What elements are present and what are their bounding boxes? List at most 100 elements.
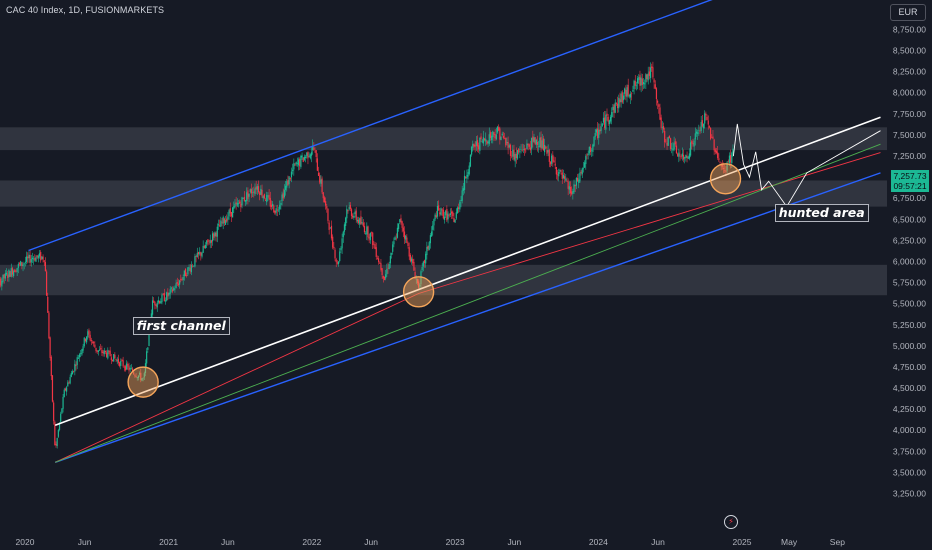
- candle-body: [642, 82, 645, 85]
- candle-body: [25, 256, 28, 262]
- candle-body: [640, 77, 642, 86]
- candle-body: [439, 212, 441, 215]
- candle-body: [269, 197, 271, 207]
- candle: [629, 90, 632, 105]
- candle-body: [689, 142, 692, 156]
- candle: [542, 135, 545, 151]
- candle-body: [712, 136, 714, 139]
- candle: [267, 192, 269, 201]
- candle: [604, 110, 606, 130]
- candle: [41, 256, 43, 260]
- candle-body: [542, 138, 545, 151]
- candle-body: [190, 264, 192, 273]
- annotation-hunted-area[interactable]: hunted area: [774, 204, 869, 223]
- candle: [727, 159, 729, 163]
- candle-body: [705, 113, 707, 116]
- candle: [689, 136, 692, 158]
- candle-body: [493, 132, 495, 135]
- candle-body: [293, 163, 295, 170]
- candle: [299, 157, 301, 171]
- candle-body: [474, 144, 476, 148]
- candle-body: [666, 142, 668, 146]
- candle: [306, 151, 308, 159]
- candle-body: [91, 342, 94, 343]
- candle: [287, 175, 289, 186]
- x-tick-label: Sep: [830, 537, 845, 547]
- zone-1: [0, 180, 887, 207]
- candle: [263, 193, 265, 200]
- candle-body: [372, 232, 374, 246]
- candle: [513, 144, 515, 161]
- candle: [422, 260, 424, 272]
- candle: [578, 173, 580, 189]
- candle-body: [194, 256, 196, 267]
- candle: [329, 227, 331, 229]
- candle: [586, 153, 588, 160]
- candle-body: [54, 421, 56, 446]
- candle: [514, 152, 516, 168]
- candle: [129, 364, 131, 373]
- candle: [186, 272, 188, 278]
- candle: [133, 371, 135, 375]
- candle-body: [137, 375, 140, 378]
- candle-body: [87, 331, 89, 338]
- candle: [183, 270, 185, 281]
- candle-body: [155, 304, 157, 307]
- candle-body: [481, 141, 483, 142]
- candle-body: [20, 261, 22, 266]
- candle: [110, 353, 112, 364]
- candle: [481, 139, 483, 144]
- candle-body: [725, 170, 727, 172]
- candle-body: [687, 156, 689, 159]
- candle: [106, 350, 108, 358]
- candle-body: [170, 287, 172, 289]
- flash-icon[interactable]: ⚡: [724, 515, 738, 529]
- candle-body: [382, 275, 384, 279]
- candle-body: [38, 253, 41, 257]
- candle: [196, 247, 198, 258]
- candle-body: [475, 141, 477, 146]
- candle-body: [611, 111, 613, 118]
- candle-body: [369, 232, 371, 241]
- candle-body: [71, 371, 74, 375]
- projection-layer: [732, 123, 881, 208]
- candle: [367, 225, 369, 241]
- candle-body: [283, 189, 286, 198]
- candle: [36, 255, 38, 260]
- candle: [375, 242, 377, 260]
- candle-body: [450, 211, 453, 214]
- candle: [227, 212, 229, 226]
- y-tick-label: 3,750.00: [893, 446, 926, 456]
- candle: [69, 374, 71, 385]
- candle: [405, 234, 407, 244]
- candle: [574, 184, 576, 193]
- candle: [439, 208, 441, 217]
- candle-body: [37, 255, 39, 259]
- candle-body: [51, 375, 54, 402]
- candle-body: [531, 137, 533, 149]
- candle: [174, 285, 176, 293]
- candle-body: [330, 225, 333, 239]
- candle-body: [349, 204, 351, 209]
- candle: [126, 360, 128, 371]
- annotation-first-channel[interactable]: first channel: [132, 317, 230, 336]
- candle: [382, 275, 384, 283]
- candle: [640, 73, 642, 93]
- candle-body: [84, 338, 87, 342]
- currency-button[interactable]: EUR: [890, 4, 926, 21]
- candle: [155, 303, 157, 310]
- y-tick-label: 7,500.00: [893, 130, 926, 140]
- candle: [639, 70, 641, 91]
- candle: [374, 242, 376, 250]
- candle-body: [345, 217, 347, 226]
- candle-body: [591, 150, 593, 151]
- candle-body: [217, 224, 220, 226]
- candle: [95, 347, 97, 354]
- candle-body: [41, 256, 43, 259]
- candle-body: [133, 372, 135, 375]
- candle: [658, 103, 660, 114]
- candle: [354, 208, 356, 218]
- candle-body: [167, 292, 169, 297]
- candle: [625, 85, 627, 101]
